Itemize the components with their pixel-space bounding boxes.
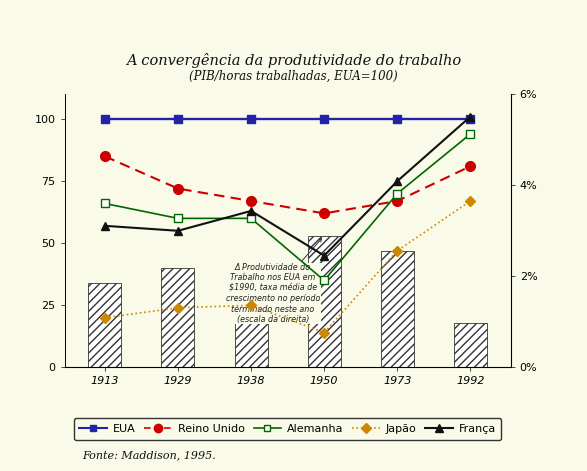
- Text: (PIB/horas trabalhadas, EUA=100): (PIB/horas trabalhadas, EUA=100): [189, 69, 398, 82]
- Text: Fonte: Maddison, 1995.: Fonte: Maddison, 1995.: [82, 451, 216, 461]
- Text: Δ Produtividade do
Trabalho nos EUA em
$1990, taxa média de
crescimento no perío: Δ Produtividade do Trabalho nos EUA em $…: [226, 239, 322, 324]
- Bar: [161, 268, 194, 367]
- Bar: [308, 236, 340, 367]
- Legend: EUA, Reino Unido, Alemanha, Japão, França: EUA, Reino Unido, Alemanha, Japão, Franç…: [74, 418, 501, 440]
- Bar: [454, 323, 487, 367]
- Bar: [381, 251, 414, 367]
- Bar: [88, 283, 122, 367]
- Text: A convergência da produtividade do trabalho: A convergência da produtividade do traba…: [126, 53, 461, 68]
- Bar: [235, 305, 268, 367]
